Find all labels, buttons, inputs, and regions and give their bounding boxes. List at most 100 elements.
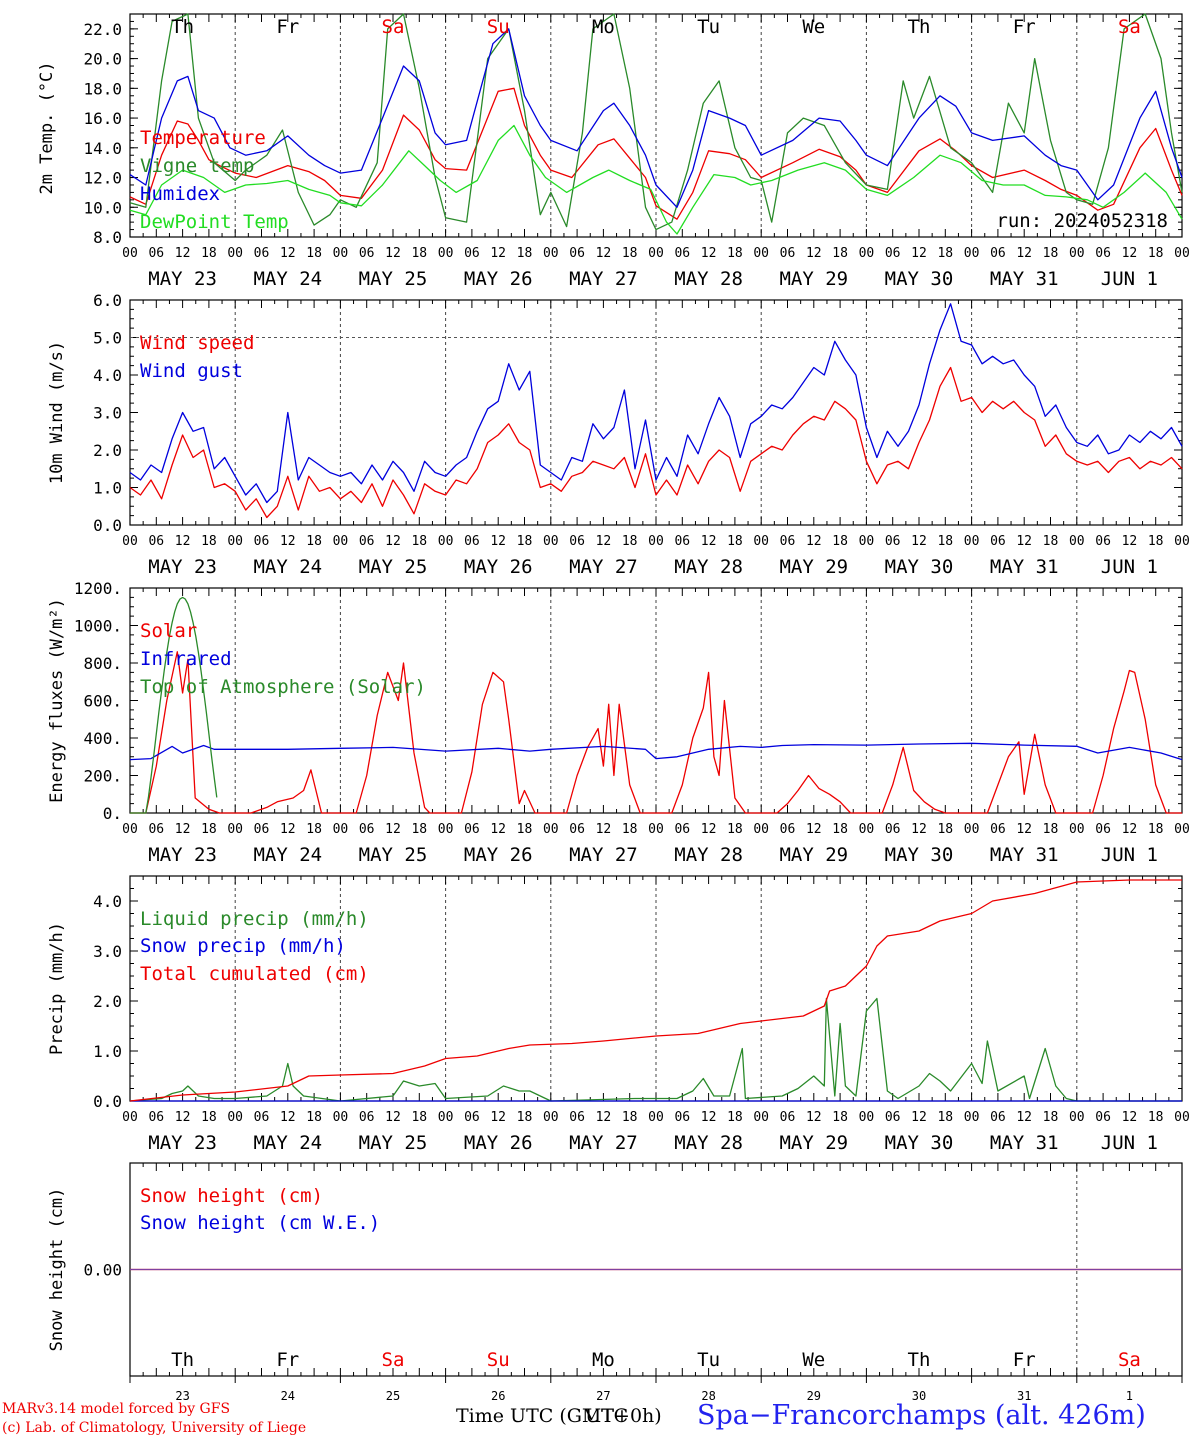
hour-tick-label: 18 — [201, 822, 217, 837]
legend-entry: Humidex — [140, 183, 220, 205]
y-tick-label: 20.0 — [83, 50, 122, 69]
x-axis-label: Time UTC (GMT+0h) — [456, 1405, 662, 1427]
hour-tick-label: 06 — [674, 246, 690, 261]
y-tick-label: 800. — [83, 654, 122, 673]
date-label: MAY 28 — [674, 1132, 743, 1154]
hour-tick-label: 12 — [596, 534, 612, 549]
hour-tick-label: 00 — [964, 246, 980, 261]
hour-tick-label: 18 — [622, 822, 638, 837]
hour-tick-label: 18 — [832, 534, 848, 549]
y-tick-label: 4.0 — [93, 366, 122, 385]
hour-tick-label: 06 — [885, 1110, 901, 1125]
legend-entry: Top of Atmosphere (Solar) — [140, 676, 426, 698]
date-label: MAY 26 — [464, 268, 533, 290]
series-line — [129, 879, 1182, 1102]
hour-tick-label: 18 — [517, 534, 533, 549]
hour-tick-label: 12 — [280, 246, 296, 261]
hour-tick-label: 18 — [727, 822, 743, 837]
hour-tick-label: 06 — [148, 822, 164, 837]
hour-tick-label: 06 — [569, 822, 585, 837]
hour-tick-label: 12 — [701, 1110, 717, 1125]
hour-tick-label: 12 — [175, 1110, 191, 1125]
hour-tick-label: 12 — [596, 1110, 612, 1125]
legend-entry: Snow height (cm W.E.) — [140, 1212, 380, 1234]
hour-tick-label: 06 — [885, 246, 901, 261]
y-tick-label: 0.00 — [83, 1261, 122, 1280]
y-tick-label: 8.0 — [93, 228, 122, 247]
hour-tick-label: 00 — [1069, 1110, 1085, 1125]
panel-5: 0.00 Snow height (cm) Snow height (cm) Snow… — [47, 1162, 1183, 1377]
hour-tick-label: 18 — [622, 1110, 638, 1125]
day-number-label: 1 — [1126, 1389, 1133, 1403]
hour-tick-label: 00 — [964, 534, 980, 549]
date-label: MAY 30 — [885, 1132, 954, 1154]
date-label: MAY 25 — [359, 556, 428, 578]
hour-tick-label: 00 — [438, 1110, 454, 1125]
y-tick-label: 16.0 — [83, 109, 122, 128]
y-tick-label: 400. — [83, 729, 122, 748]
hour-tick-label: 06 — [674, 1110, 690, 1125]
legend-entry: Liquid precip (mm/h) — [140, 908, 369, 930]
weekday-label: Fr — [1013, 16, 1036, 38]
hour-tick-label: 00 — [648, 1110, 664, 1125]
hour-tick-label: 18 — [201, 534, 217, 549]
hour-tick-label: 18 — [306, 246, 322, 261]
hour-tick-label: 00 — [648, 822, 664, 837]
hour-tick-label: 12 — [1122, 822, 1138, 837]
day-number-label: 23 — [175, 1389, 189, 1403]
hour-tick-label: 00 — [1174, 822, 1190, 837]
y-tick-label: 600. — [83, 692, 122, 711]
hour-tick-label: 18 — [622, 246, 638, 261]
hour-tick-label: 06 — [780, 534, 796, 549]
series-line — [129, 28, 1183, 208]
y-tick-label: 6.0 — [93, 291, 122, 310]
hour-tick-label: 18 — [517, 246, 533, 261]
hour-tick-label: 12 — [1122, 246, 1138, 261]
hour-tick-label: 18 — [201, 246, 217, 261]
legend-entry: Snow height (cm) — [140, 1185, 323, 1207]
hour-tick-label: 00 — [438, 534, 454, 549]
hour-tick-label: 12 — [911, 822, 927, 837]
hour-tick-label: 12 — [806, 534, 822, 549]
hour-tick-label: 00 — [227, 822, 243, 837]
weekday-label: Su — [487, 1349, 510, 1371]
date-label: MAY 24 — [253, 556, 322, 578]
date-label: MAY 26 — [464, 844, 533, 866]
hour-tick-label: 00 — [438, 822, 454, 837]
date-label: MAY 28 — [674, 268, 743, 290]
y-tick-label: 0.0 — [93, 1092, 122, 1111]
y-tick-label: 18.0 — [83, 79, 122, 98]
hour-tick-label: 06 — [148, 246, 164, 261]
hour-tick-label: 12 — [385, 246, 401, 261]
hour-tick-label: 18 — [306, 1110, 322, 1125]
hour-tick-label: 18 — [411, 1110, 427, 1125]
hour-tick-label: 12 — [385, 1110, 401, 1125]
hour-tick-label: 12 — [701, 246, 717, 261]
hour-tick-label: 00 — [543, 246, 559, 261]
hour-tick-label: 18 — [201, 1110, 217, 1125]
hour-tick-label: 18 — [306, 822, 322, 837]
y-axis-title: Precip (mm/h) — [47, 922, 67, 1055]
hour-tick-label: 12 — [806, 246, 822, 261]
date-label: MAY 24 — [253, 268, 322, 290]
series-line — [129, 124, 1183, 235]
hour-tick-label: 12 — [490, 822, 506, 837]
day-number-label: 25 — [386, 1389, 400, 1403]
credit-line-1: MARv3.14 model forced by GFS — [2, 1401, 231, 1417]
hour-tick-label: 00 — [543, 534, 559, 549]
hour-tick-label: 12 — [1016, 1110, 1032, 1125]
hour-tick-label: 18 — [1043, 246, 1059, 261]
series-line — [130, 651, 1182, 814]
hour-tick-label: 00 — [543, 1110, 559, 1125]
hour-tick-label: 12 — [385, 822, 401, 837]
hour-tick-label: 18 — [1043, 822, 1059, 837]
date-label: MAY 30 — [885, 268, 954, 290]
weekday-label: Sa — [1118, 16, 1141, 38]
hour-tick-label: 00 — [753, 1110, 769, 1125]
hour-tick-label: 12 — [280, 534, 296, 549]
weekday-label: We — [802, 1349, 825, 1371]
date-label: MAY 25 — [359, 268, 428, 290]
date-label: MAY 24 — [253, 1132, 322, 1154]
date-label: MAY 24 — [253, 844, 322, 866]
